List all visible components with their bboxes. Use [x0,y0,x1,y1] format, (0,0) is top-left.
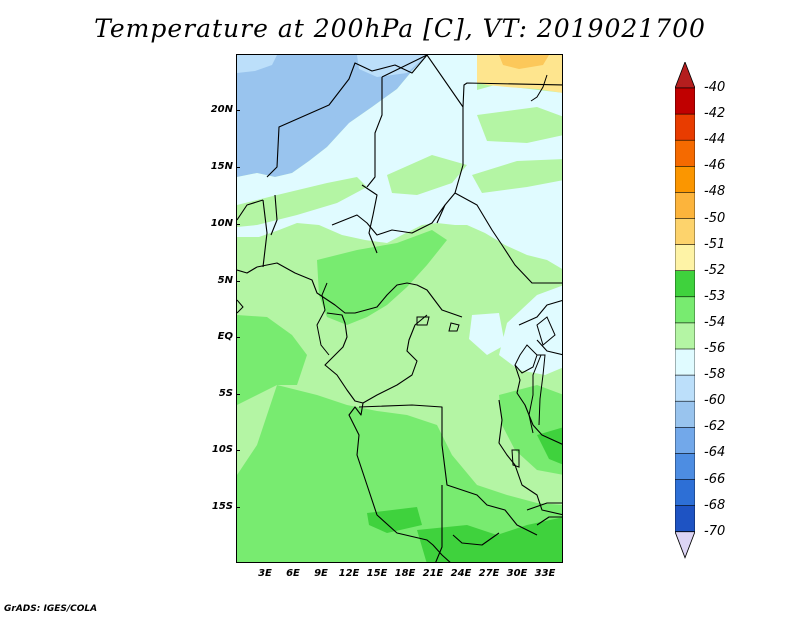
field-blue-north-west [237,55,427,177]
colorbar-label: -66 [704,471,726,487]
lon-label-6e: 6E [286,568,300,579]
colorbar-segment [675,374,695,403]
colorbar-segment [675,270,695,298]
lat-label-10n: 10N [210,218,233,229]
colorbar-label: -44 [704,132,726,148]
lon-label-24e: 24E [450,568,472,579]
colorbar-segment [675,218,695,246]
lat-tick [236,224,240,225]
colorbar-segment [675,87,695,115]
field-pale-cyan [237,55,562,269]
colorbar-label: -68 [704,497,726,513]
lat-tick [236,281,240,282]
lat-label-15s: 15S [211,501,233,512]
field-light-green-streak-3 [472,159,562,193]
lat-label-15n: 15N [210,161,233,172]
colorbar-segment [675,166,695,194]
colorbar-segment [675,139,695,168]
lon-label-21e: 21E [422,568,444,579]
country-borders [237,55,562,562]
colorbar-segment [675,453,695,481]
lat-tick [236,337,240,338]
colorbar-label: -51 [704,236,726,252]
field-green-west-coast [237,315,307,405]
colorbar-top-arrow [675,62,695,89]
field-blue-streak [297,115,355,137]
colorbar-segment [675,426,695,455]
colorbar-segment [675,113,695,141]
colorbar-segment [675,192,695,220]
lon-label-3e: 3E [258,568,272,579]
lon-label-12e: 12E [338,568,360,579]
lon-label-33e: 33E [534,568,556,579]
lon-label-30e: 30E [506,568,528,579]
map-plot-area [236,54,563,563]
colorbar-segment [675,244,695,272]
coastline [237,74,548,356]
field-pale-cyan-east [499,285,562,375]
colorbar-label: -46 [704,158,726,174]
colorbar [675,62,695,559]
field-light-green-streak-1 [237,177,367,227]
lon-label-18e: 18E [394,568,416,579]
lat-tick [236,450,240,451]
field-darkgreen-sw [367,507,422,533]
lon-label-9e: 9E [314,568,328,579]
lat-label-5s: 5S [218,388,233,399]
lakes [416,316,556,468]
lat-label-20n: 20N [210,104,233,115]
colorbar-label: -40 [704,80,726,95]
colorbar-segment [675,348,695,376]
lon-label-15e: 15E [366,568,388,579]
colorbar-segment [675,505,695,533]
colorbar-bottom-arrow [675,531,695,559]
colorbar-label: -60 [704,393,726,409]
lat-label-eq: EQ [217,331,233,342]
colorbar-segment [675,296,695,324]
colorbar-label: -50 [704,210,726,226]
colorbar-label: -70 [704,523,726,539]
grads-credit: GrADS: IGES/COLA [4,604,98,614]
colorbar-label: -58 [704,367,726,383]
field-green-south [237,385,562,562]
colorbar-label: -62 [704,419,726,435]
field-light-green-streak-2 [387,155,467,195]
colorbar-label: -64 [704,445,726,461]
colorbar-label: -52 [704,262,726,278]
lat-tick [236,167,240,168]
lat-tick [236,110,240,111]
colorbar-label: -53 [704,288,726,304]
field-darkgreen-se-coast [537,427,562,465]
lat-label-5n: 5N [217,275,233,286]
colorbar-segment [675,479,695,507]
lon-label-27e: 27E [478,568,500,579]
field-pale-cyan-lake [469,313,505,355]
field-pale-blue-north [237,55,277,73]
lat-label-10s: 10S [211,444,233,455]
colorbar-label: -48 [704,184,726,200]
field-orange-north-east [499,55,549,69]
colorbar-label: -56 [704,341,726,356]
map-title: Temperature at 200hPa [C], VT: 201902170… [94,14,706,43]
colorbar-segment [675,322,695,350]
lat-tick [236,394,240,395]
lat-tick [236,507,240,508]
colorbar-label: -54 [704,314,726,330]
field-light-green-streak-4 [477,107,562,143]
colorbar-segment [675,400,695,429]
colorbar-label: -42 [704,106,726,122]
field-green-gulf [317,230,447,325]
